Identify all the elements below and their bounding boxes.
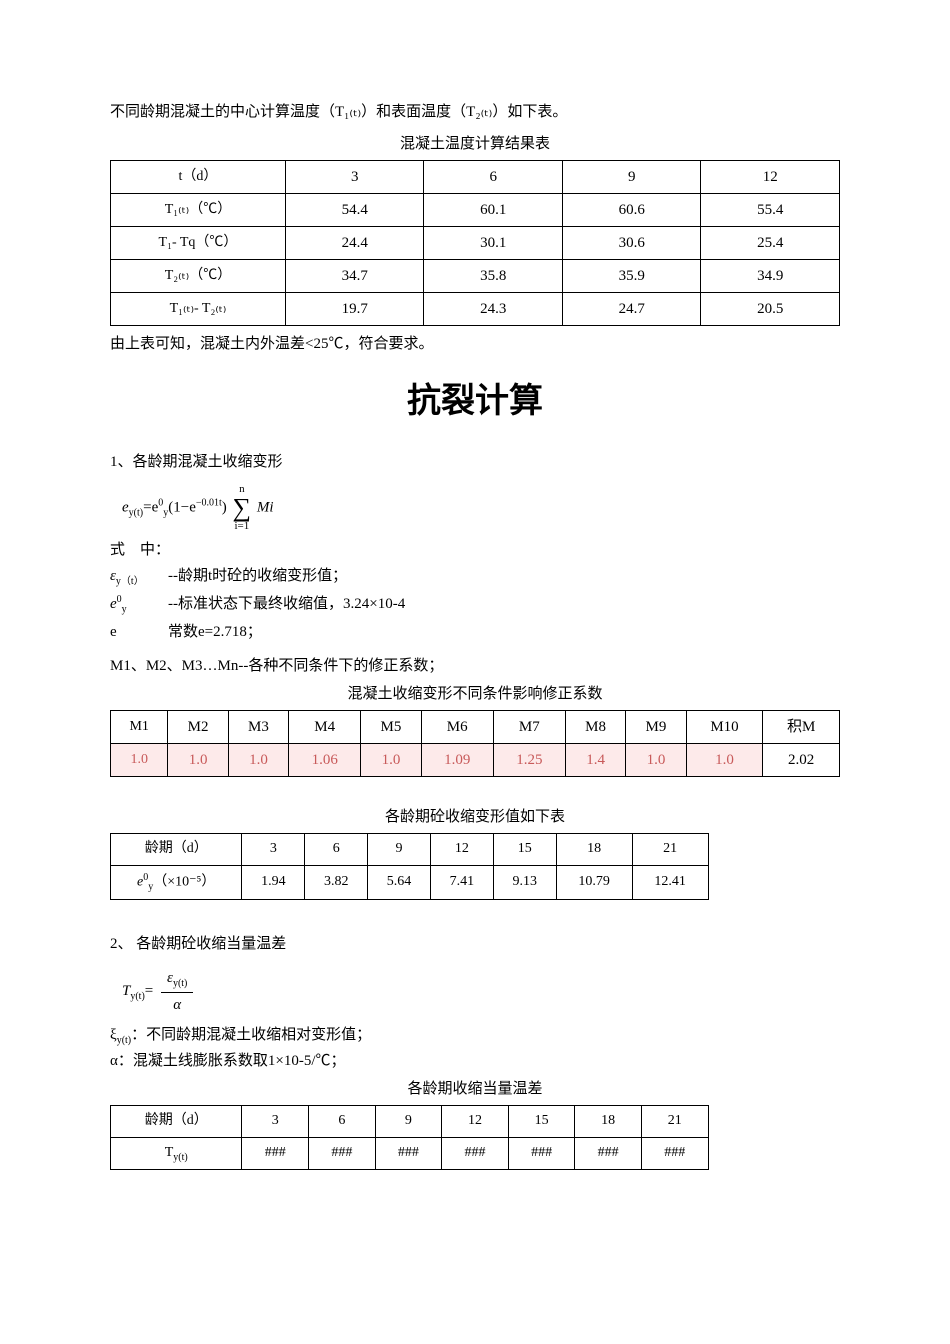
xi-definition: ξy(t)：不同龄期混凝土收缩相对变形值； [110,1023,840,1049]
shrinkage-formula: ey(t)=e0y(1−e−0.01t) n∑i=1 Mi [122,484,840,532]
section1-title: 1、各龄期混凝土收缩变形 [110,450,840,474]
table-row: T₂₍ₜ₎（℃）34.735.835.934.9 [111,260,840,293]
table2-title: 混凝土收缩变形不同条件影响修正系数 [110,682,840,706]
table-row: T₁- Tq（℃）24.430.130.625.4 [111,227,840,260]
shrinkage-value-table: 龄期（d）36912151821 e0y（×10⁻⁵）1.943.825.647… [110,833,709,900]
intro-text: 不同龄期混凝土的中心计算温度（T₁₍ₜ₎）和表面温度（T₂₍ₜ₎）如下表。 [110,100,840,124]
alpha-definition: α：混凝土线膨胀系数取1×10-5/℃； [110,1049,840,1073]
table3-title: 各龄期砼收缩变形值如下表 [110,805,840,829]
definition-list: εy（t） --龄期t时砼的收缩变形值； e0y --标准状态下最终收缩值，3.… [110,564,840,644]
m-note: M1、M2、M3…Mn--各种不同条件下的修正系数； [110,654,840,678]
table1-title: 混凝土温度计算结果表 [110,132,840,156]
table4-title: 各龄期收缩当量温差 [110,1077,840,1101]
temperature-table: t（d）36912T₁₍ₜ₎（℃）54.460.160.655.4T₁- Tq（… [110,160,840,326]
table-row: T₁₍ₜ₎（℃）54.460.160.655.4 [111,194,840,227]
def-e: e 常数e=2.718； [110,620,840,644]
main-heading: 抗裂计算 [110,374,840,428]
correction-factor-table: M1M2M3M4M5M6M7M8M9M10积M 1.01.01.01.061.0… [110,710,840,777]
temp-diff-formula: Ty(t)= εy(t) α [122,966,840,1017]
note-1: 由上表可知，混凝土内外温差<25℃，符合要求。 [110,332,840,356]
def-e0y: e0y --标准状态下最终收缩值，3.24×10-4 [110,592,840,618]
formula-where-label: 式 中： [110,538,840,562]
table-row: t（d）36912 [111,161,840,194]
equivalent-temp-table: 龄期（d）36912151821 Ty(t)##################… [110,1105,709,1170]
def-epsilon: εy（t） --龄期t时砼的收缩变形值； [110,564,840,590]
table-row: T₁₍ₜ₎- T₂₍ₜ₎19.724.324.720.5 [111,293,840,326]
section2-title: 2、 各龄期砼收缩当量温差 [110,932,840,956]
